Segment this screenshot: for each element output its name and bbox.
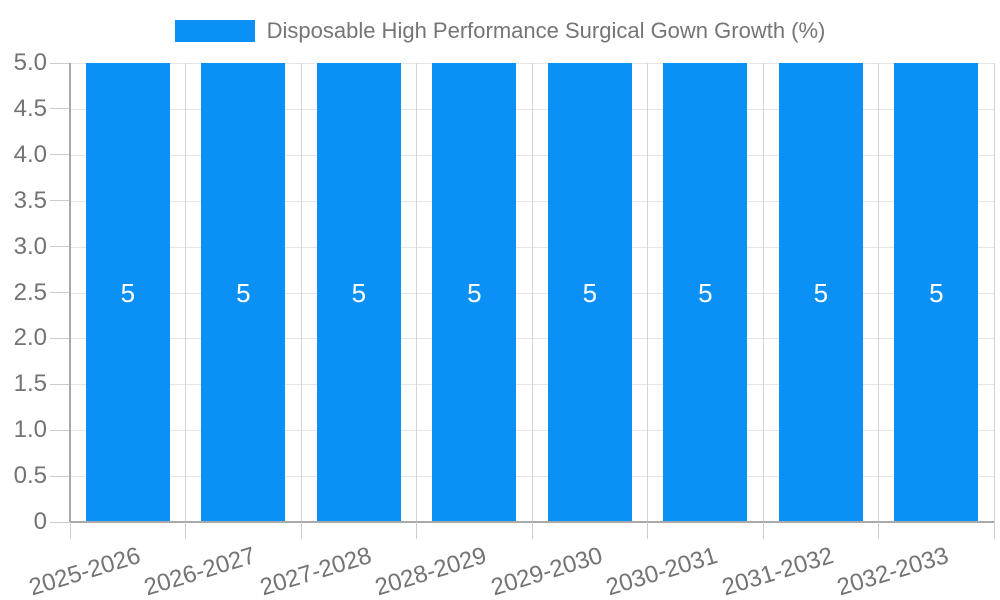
x-axis-label: 2025-2026 [25, 542, 144, 600]
y-axis-label: 1.0 [13, 416, 47, 444]
y-tick [50, 62, 70, 64]
x-axis-label: 2029-2030 [487, 542, 606, 600]
gridline-v [762, 63, 764, 522]
y-axis-label: 4.5 [13, 94, 47, 122]
x-tick [878, 522, 879, 539]
bar[interactable]: 5 [201, 63, 286, 522]
gridline-v [416, 63, 417, 522]
bar-value-label: 5 [813, 277, 829, 308]
bar-value-label: 5 [351, 277, 367, 308]
y-tick [50, 521, 70, 523]
bar[interactable]: 5 [432, 63, 517, 522]
x-axis-label: 2030-2031 [603, 542, 722, 600]
x-tick [762, 522, 764, 539]
bar[interactable]: 5 [85, 63, 170, 522]
gridline-v [185, 63, 186, 522]
plot-area: 5 5 5 5 5 5 5 5 [50, 62, 995, 539]
bar-value-label: 5 [236, 277, 251, 308]
x-axis-label: 2028-2029 [372, 542, 491, 600]
bar[interactable]: 5 [663, 63, 748, 522]
x-axis-label: 2031-2032 [718, 542, 837, 600]
y-tick [50, 475, 70, 477]
y-axis-line [69, 63, 71, 522]
bar[interactable]: 5 [894, 63, 979, 522]
x-tick [647, 522, 648, 539]
y-tick [50, 108, 70, 110]
x-tick [531, 522, 533, 539]
bar-value-label: 5 [929, 277, 944, 308]
y-tick [50, 200, 70, 202]
y-tick [50, 429, 70, 431]
x-axis-label: 2027-2028 [256, 542, 375, 600]
x-tick [416, 522, 417, 539]
y-axis-label: 0 [33, 508, 47, 535]
y-axis-label: 3.0 [13, 232, 47, 260]
bar[interactable]: 5 [547, 63, 632, 522]
x-tick [69, 522, 71, 539]
x-tick [185, 522, 186, 539]
y-axis-label: 1.5 [13, 370, 47, 398]
bar[interactable]: 5 [778, 63, 863, 522]
y-axis-label: 5.0 [13, 49, 47, 76]
gridline-v [647, 63, 648, 522]
gridline-v [531, 63, 533, 522]
y-axis-label: 2.5 [13, 278, 47, 306]
y-tick [50, 292, 70, 293]
bar[interactable]: 5 [316, 63, 401, 522]
x-axis-label: 2032-2033 [834, 542, 953, 600]
legend[interactable]: Disposable High Performance Surgical Gow… [0, 18, 1000, 44]
x-tick [993, 522, 995, 539]
legend-swatch[interactable] [174, 20, 255, 42]
y-axis-label: 3.5 [13, 186, 47, 214]
y-tick [50, 154, 70, 156]
bar-value-label: 5 [120, 277, 136, 308]
y-tick [50, 383, 70, 385]
bar-value-label: 5 [582, 277, 598, 308]
y-axis-label: 0.5 [13, 462, 47, 490]
bar-value-label: 5 [698, 277, 713, 308]
x-axis-label: 2026-2027 [141, 542, 260, 600]
gridline-v [300, 63, 302, 522]
bar-value-label: 5 [467, 277, 482, 308]
x-tick [300, 522, 302, 539]
y-tick [50, 337, 70, 339]
legend-label[interactable]: Disposable High Performance Surgical Gow… [266, 18, 826, 43]
y-axis-label: 2.0 [13, 324, 47, 352]
y-tick [50, 246, 70, 248]
gridline-v [993, 63, 995, 522]
gridline-v [878, 63, 879, 522]
y-axis-label: 4.0 [13, 140, 47, 168]
